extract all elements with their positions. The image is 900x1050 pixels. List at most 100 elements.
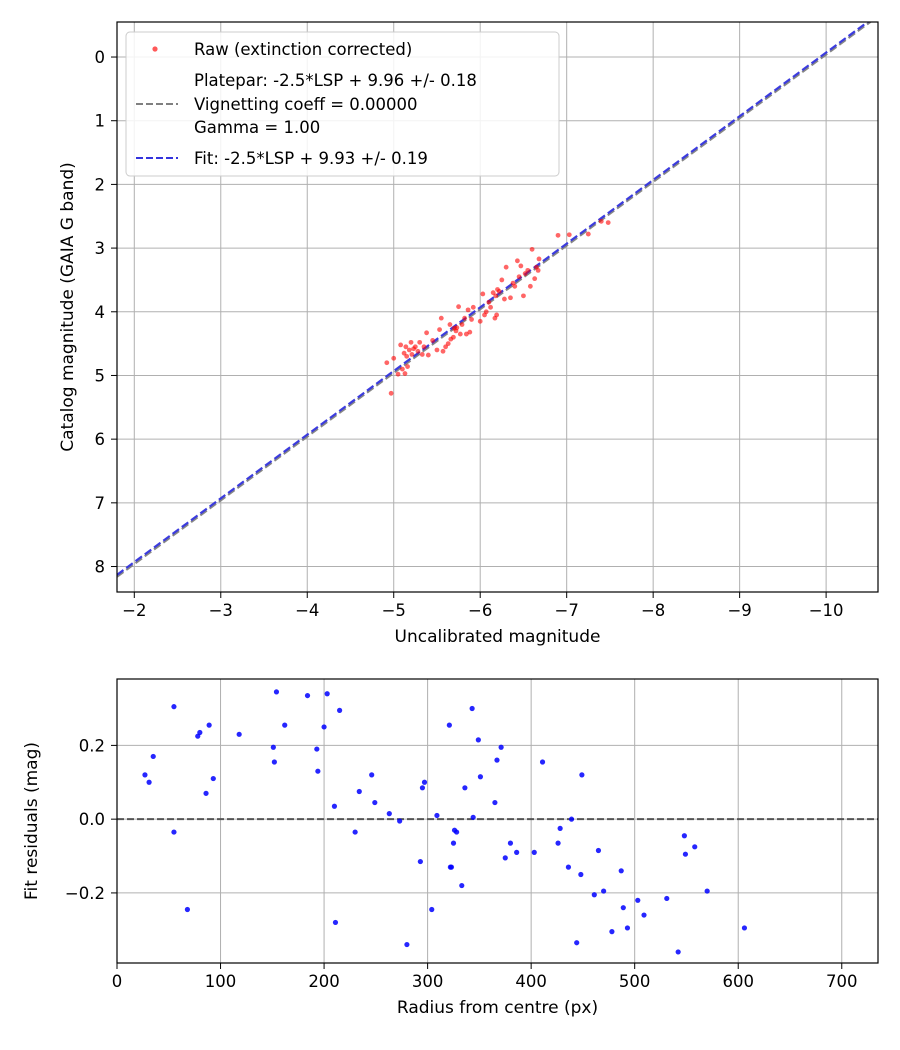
calibration-point bbox=[403, 344, 409, 350]
residual-point bbox=[557, 825, 563, 831]
calibration-point bbox=[535, 267, 541, 273]
y-tick-label: 6 bbox=[95, 430, 106, 449]
calibration-point bbox=[424, 330, 429, 336]
calibration-point bbox=[402, 371, 408, 376]
calibration-point bbox=[405, 364, 410, 369]
residual-point bbox=[459, 882, 465, 889]
x-tick-label: 200 bbox=[308, 972, 340, 991]
x-tick-label: 100 bbox=[205, 972, 237, 991]
calibration-point bbox=[493, 293, 499, 299]
x-tick-label: −6 bbox=[468, 601, 492, 620]
residual-point bbox=[171, 829, 177, 835]
residual-point bbox=[624, 925, 631, 931]
residual-point bbox=[171, 704, 177, 710]
residual-point bbox=[337, 707, 343, 713]
residual-point bbox=[434, 812, 440, 819]
residual-point bbox=[282, 722, 288, 728]
y-tick-label: 4 bbox=[95, 303, 106, 322]
residual-point bbox=[454, 829, 460, 835]
calibration-points bbox=[384, 218, 611, 396]
residual-point bbox=[591, 892, 597, 898]
residual-point bbox=[210, 775, 216, 782]
calibration-point bbox=[496, 288, 502, 294]
y-tick-label: −0.2 bbox=[65, 884, 105, 903]
residual-point bbox=[664, 895, 670, 902]
x-tick-label: 600 bbox=[722, 972, 754, 991]
x-tick-label: 700 bbox=[826, 972, 858, 991]
x-tick-label: −7 bbox=[555, 601, 579, 620]
calibration-point bbox=[391, 355, 397, 361]
calibration-point bbox=[490, 290, 496, 296]
calibration-point bbox=[409, 352, 415, 357]
x-tick-label: −9 bbox=[727, 601, 751, 620]
residual-point bbox=[574, 940, 580, 946]
residual-point bbox=[315, 768, 321, 774]
calibration-point bbox=[462, 315, 468, 321]
residual-point bbox=[314, 746, 320, 752]
residual-point bbox=[419, 785, 426, 791]
residual-point bbox=[477, 774, 484, 780]
calibration-point bbox=[406, 347, 412, 353]
residual-point bbox=[704, 888, 710, 894]
residual-point bbox=[332, 919, 339, 926]
y-tick-label: 1 bbox=[95, 112, 106, 131]
residual-point bbox=[618, 868, 624, 874]
calibration-point bbox=[399, 366, 405, 372]
residual-point bbox=[270, 744, 276, 750]
residual-point bbox=[494, 757, 500, 763]
x-tick-label: 400 bbox=[515, 972, 547, 991]
y-tick-label: 2 bbox=[95, 175, 106, 194]
residual-point bbox=[142, 772, 148, 778]
calibration-point bbox=[465, 307, 471, 313]
residual-point bbox=[421, 779, 428, 785]
y-tick-label: 0 bbox=[95, 48, 106, 67]
residuals-x-axis-label: Radius from centre (px) bbox=[397, 998, 598, 1018]
residual-point bbox=[429, 906, 435, 913]
calibration-point bbox=[412, 344, 418, 350]
calibration-point bbox=[401, 350, 407, 356]
calibration-point bbox=[467, 329, 473, 335]
calibration-point bbox=[454, 325, 460, 331]
residual-point bbox=[475, 737, 481, 743]
calibration-point bbox=[440, 348, 446, 354]
legend-label-vignetting: Vignetting coeff = 0.00000 bbox=[194, 95, 418, 114]
y-tick-label: 8 bbox=[95, 558, 106, 577]
residual-point bbox=[681, 833, 687, 839]
calibration-point bbox=[532, 276, 538, 282]
calibration-point bbox=[421, 344, 427, 350]
residual-point bbox=[448, 864, 455, 870]
residuals-y-ticks: 0.2 0.0 −0.2 bbox=[65, 736, 117, 903]
calibration-point bbox=[415, 348, 421, 354]
residual-point bbox=[386, 811, 392, 817]
x-tick-label: 300 bbox=[412, 972, 444, 991]
calibration-point bbox=[419, 352, 425, 357]
calibration-point bbox=[445, 341, 451, 347]
residual-point bbox=[675, 949, 681, 955]
calibration-y-axis-label: Catalog magnitude (GAIA G band) bbox=[58, 162, 78, 452]
calibration-point bbox=[457, 331, 463, 337]
residual-point bbox=[692, 844, 698, 850]
calibration-point bbox=[438, 315, 444, 321]
residual-point bbox=[206, 722, 212, 728]
residual-point bbox=[372, 799, 378, 806]
residual-point bbox=[446, 722, 452, 728]
residual-point bbox=[184, 906, 191, 913]
residuals-grid bbox=[116, 679, 878, 963]
calibration-point bbox=[437, 327, 442, 333]
x-tick-label: 0 bbox=[112, 972, 123, 991]
residual-point bbox=[271, 759, 277, 765]
residual-point bbox=[369, 772, 375, 778]
residual-point bbox=[450, 840, 457, 846]
calibration-point bbox=[514, 258, 520, 264]
calibration-point bbox=[443, 344, 449, 350]
calibration-point bbox=[516, 274, 522, 280]
residual-point bbox=[470, 814, 476, 820]
residual-point bbox=[531, 849, 537, 855]
calibration-legend: Raw (extinction corrected) Platepar: -2.… bbox=[125, 31, 560, 177]
residuals-points bbox=[142, 689, 748, 955]
calibration-point bbox=[483, 309, 489, 315]
calibration-point bbox=[388, 390, 394, 396]
residual-point bbox=[197, 729, 203, 736]
x-tick-label: 500 bbox=[619, 972, 651, 991]
calibration-point bbox=[566, 232, 572, 238]
